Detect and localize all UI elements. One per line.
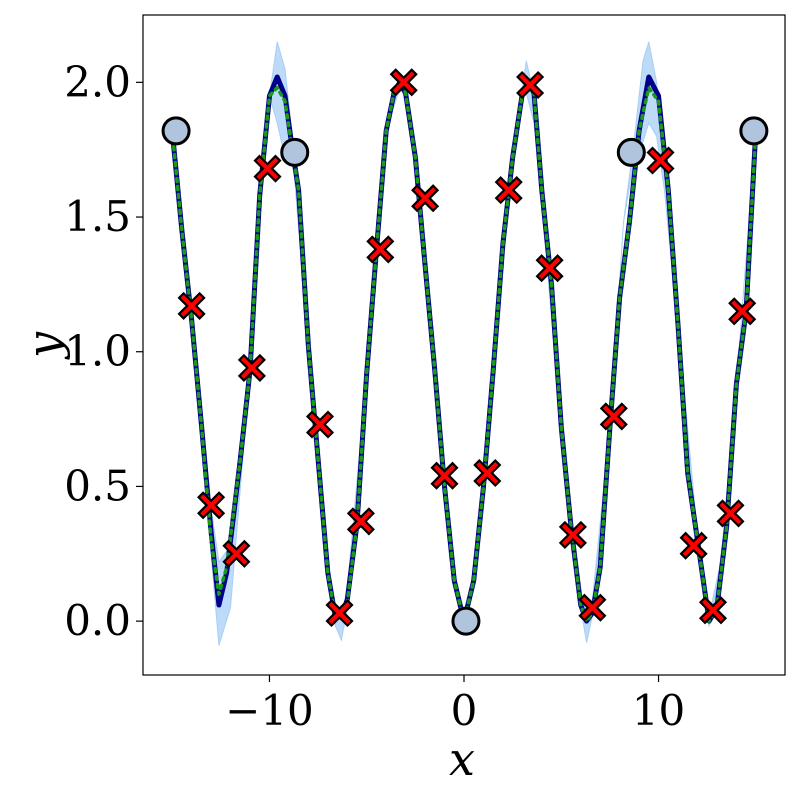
x-axis-ticks: −10 0 10 xyxy=(225,675,685,735)
sample-point-circle xyxy=(451,606,481,636)
sample-point-cross xyxy=(237,353,266,382)
y-tick-label: 2.0 xyxy=(64,57,131,106)
sample-point-cross xyxy=(346,507,375,536)
sample-point-cross xyxy=(599,402,628,431)
sample-point-cross xyxy=(679,531,708,560)
sample-point-cross xyxy=(177,291,206,320)
sample-point-cross xyxy=(494,176,523,205)
y-axis-label: y xyxy=(17,331,71,360)
sample-point-cross xyxy=(430,461,459,490)
x-tick-label: −10 xyxy=(225,686,314,735)
marker-layer xyxy=(161,68,769,636)
sample-point-circle xyxy=(280,137,310,167)
sample-point-cross xyxy=(698,596,728,625)
sample-point-cross xyxy=(197,491,226,520)
uncertainty-band xyxy=(171,41,757,646)
sample-point-cross xyxy=(222,539,251,568)
uncertainty-band-layer xyxy=(171,41,757,646)
sample-point-cross xyxy=(305,410,335,439)
sample-point-cross xyxy=(366,235,395,264)
sample-point-cross xyxy=(578,593,607,622)
y-tick-label: 1.5 xyxy=(64,192,131,241)
y-tick-label: 0.5 xyxy=(64,461,131,510)
sample-point-cross xyxy=(389,68,418,97)
sample-point-cross xyxy=(535,254,564,283)
series-line-dotted xyxy=(170,80,758,623)
sample-point-cross xyxy=(253,154,282,183)
y-tick-label: 0.0 xyxy=(64,596,131,645)
sample-point-circle xyxy=(739,116,769,146)
sample-point-cross xyxy=(558,520,587,549)
x-tick-label: 0 xyxy=(451,686,478,735)
sample-point-cross xyxy=(646,146,675,175)
sample-point-cross xyxy=(516,70,545,100)
x-tick-label: 10 xyxy=(632,686,685,735)
sample-point-cross xyxy=(411,184,440,213)
sample-point-cross xyxy=(325,598,354,628)
x-axis-label: x xyxy=(449,732,475,786)
plot-frame xyxy=(142,14,786,676)
sample-point-circle xyxy=(161,116,191,146)
sample-point-cross xyxy=(473,458,502,488)
sample-point-cross xyxy=(716,499,745,528)
line-layer xyxy=(169,74,759,624)
sample-point-cross xyxy=(728,297,757,326)
sample-point-circle xyxy=(616,137,646,167)
y-tick-label: 1.0 xyxy=(64,327,131,376)
y-axis-ticks: 0.0 0.5 1.0 1.5 2.0 xyxy=(64,57,143,645)
